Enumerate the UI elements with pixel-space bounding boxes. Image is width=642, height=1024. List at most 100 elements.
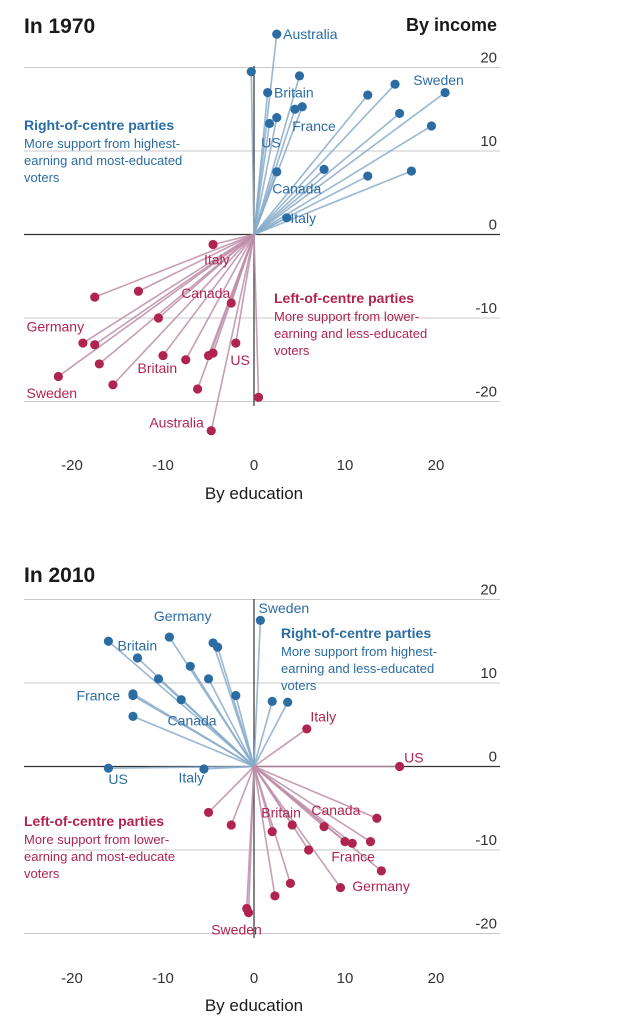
connector-line-tint	[216, 646, 255, 767]
x-tick-label: -10	[152, 970, 174, 987]
data-point	[192, 384, 203, 394]
country-labels: Sweden Germany Britain France Canada US Italy I…	[77, 600, 424, 937]
connector-line-tint	[253, 83, 396, 236]
y-axis-label: By income	[406, 15, 497, 35]
connector-line	[138, 233, 255, 292]
data-point	[203, 807, 214, 818]
x-tick-label: 10	[337, 970, 354, 987]
connector-line	[235, 695, 255, 767]
connector-line	[253, 766, 342, 889]
connector-line	[253, 701, 273, 767]
panel-1970: In 1970 By income By education Australia…	[24, 15, 500, 503]
annotation-left: Left-of-centre parties More support from…	[24, 813, 175, 881]
connector-line	[253, 94, 369, 236]
connector-line-tint	[253, 765, 382, 872]
data-point	[90, 292, 100, 302]
data-point	[335, 882, 346, 893]
country-label: US	[261, 135, 280, 151]
connector-line	[253, 92, 269, 235]
annotation-line: earning and most-educate	[24, 849, 175, 864]
connector-line-tint	[247, 766, 255, 913]
annotation-heading: Left-of-centre parties	[24, 813, 164, 829]
data-point	[283, 697, 293, 707]
connector-line-tint	[162, 234, 255, 357]
data-point	[213, 642, 223, 652]
data-point	[363, 90, 373, 100]
data-point	[231, 690, 241, 701]
country-label: Britain	[274, 85, 314, 101]
connector-line	[207, 765, 255, 813]
connector-line	[57, 233, 255, 378]
connector-line-tint	[57, 233, 255, 378]
y-tick-label: 0	[489, 749, 497, 766]
connector-line	[94, 233, 255, 298]
x-axis-label: By education	[205, 484, 303, 503]
annotation-line: More support from highest-	[24, 136, 180, 151]
annotation-line: voters	[274, 343, 310, 358]
country-label: Sweden	[211, 921, 262, 937]
country-label: Sweden	[27, 385, 78, 401]
country-label: Italy	[204, 252, 230, 268]
data-point	[208, 239, 218, 250]
connector-line	[253, 765, 378, 820]
connector-line	[196, 234, 255, 390]
connector-line-tint	[132, 694, 255, 768]
connector-line	[216, 646, 255, 767]
data-point	[128, 690, 138, 701]
country-label: France	[292, 118, 336, 134]
x-tick-label: 0	[250, 457, 258, 474]
x-tick-label: -20	[61, 970, 83, 987]
connector-line-tint	[250, 71, 255, 235]
x-tick-labels: -20 -10 0 10 20	[61, 970, 444, 987]
data-point	[199, 764, 209, 774]
country-label: France	[331, 849, 375, 865]
data-point	[272, 29, 282, 39]
data-point	[372, 813, 382, 823]
connector-line	[253, 123, 271, 235]
annotation-heading: Left-of-centre parties	[274, 290, 414, 306]
connector-line	[253, 117, 278, 235]
y-tick-label: -20	[475, 384, 497, 401]
connector-line	[185, 234, 255, 361]
data-point	[53, 371, 63, 382]
connector-line	[108, 765, 255, 769]
data-point	[395, 108, 405, 119]
country-label: Australia	[149, 414, 204, 430]
data-point	[103, 763, 113, 773]
connector-lines	[57, 34, 446, 431]
connector-line-tint	[253, 766, 276, 897]
country-label: Britain	[118, 637, 158, 653]
y-tick-labels: 20 10 0 -10 -20	[475, 582, 497, 933]
connector-line	[253, 766, 276, 897]
data-point	[153, 674, 164, 684]
connector-line-tint	[253, 765, 371, 843]
country-label: Britain	[138, 360, 178, 376]
data-point	[208, 348, 218, 358]
country-label: Sweden	[413, 72, 464, 88]
x-tick-labels: -20 -10 0 10 20	[61, 457, 444, 474]
connector-line-tint	[235, 695, 255, 767]
y-tick-label: 10	[480, 665, 497, 682]
connector-line	[207, 678, 255, 767]
connector-line	[253, 620, 262, 767]
country-label: Canada	[272, 181, 321, 197]
connector-line	[253, 75, 301, 235]
connector-line-tint	[253, 112, 401, 236]
connector-line-tint	[253, 217, 288, 236]
data-point	[185, 661, 195, 671]
annotation-line: voters	[24, 866, 60, 881]
annotation-line: voters	[281, 678, 317, 693]
data-point	[390, 79, 400, 89]
data-point	[406, 166, 417, 176]
x-axis-label: By education	[205, 996, 303, 1015]
country-label: Sweden	[259, 600, 310, 616]
connector-line	[82, 233, 255, 344]
connector-line-tint	[112, 233, 255, 386]
country-labels: Australia Britain France US Sweden Canada Ital…	[27, 26, 464, 430]
connector-line	[250, 71, 255, 235]
connector-line	[253, 217, 288, 236]
connector-line-tint	[235, 234, 255, 344]
y-tick-label: 20	[480, 582, 497, 599]
data-point	[267, 827, 277, 837]
